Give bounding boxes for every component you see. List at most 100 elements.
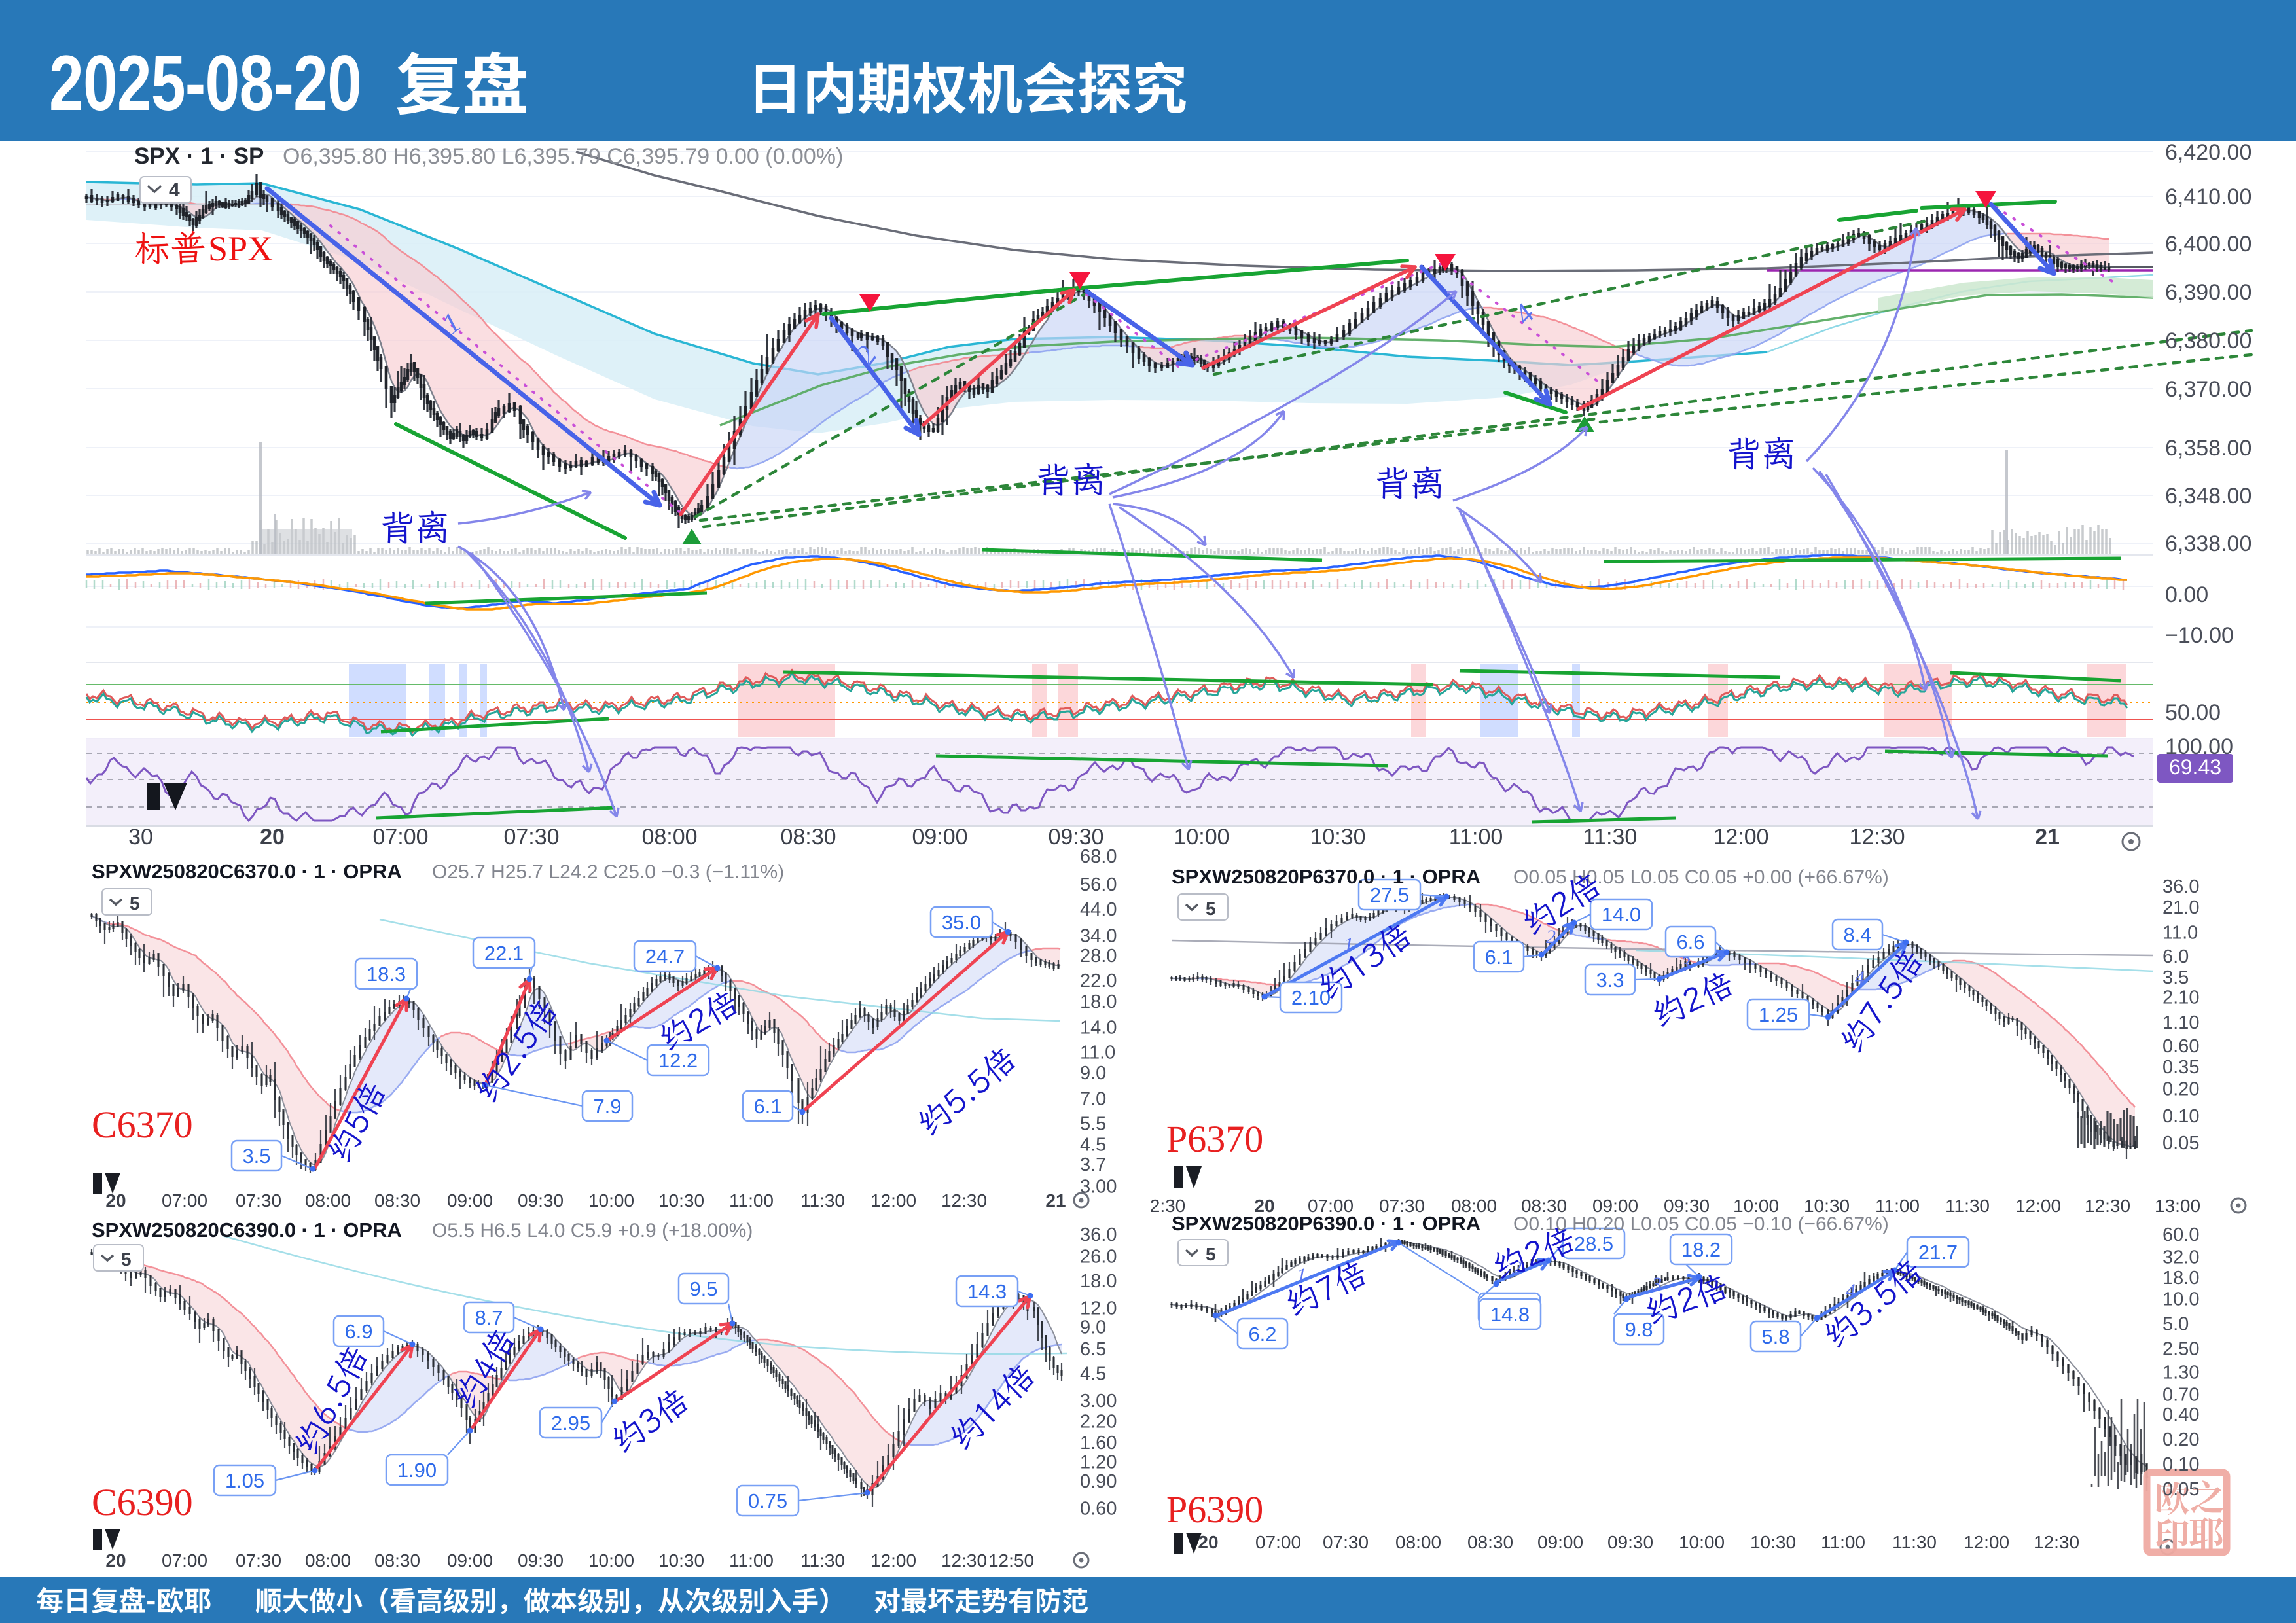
svg-text:4.5: 4.5: [1080, 1364, 1106, 1385]
svg-text:6,410.00: 6,410.00: [2165, 185, 2251, 209]
svg-text:0.75: 0.75: [748, 1489, 787, 1512]
svg-text:3.00: 3.00: [1080, 1391, 1117, 1412]
svg-text:11:00: 11:00: [729, 1550, 774, 1571]
svg-text:20: 20: [1198, 1532, 1218, 1552]
svg-text:09:30: 09:30: [1664, 1196, 1710, 1216]
svg-text:0.05: 0.05: [2162, 1479, 2199, 1500]
svg-text:20: 20: [260, 825, 285, 849]
svg-text:8.4: 8.4: [1843, 923, 1871, 946]
svg-text:2.95: 2.95: [551, 1412, 590, 1435]
svg-text:O25.7 H25.7 L24.2 C25.0 −0.3 (: O25.7 H25.7 L24.2 C25.0 −0.3 (−1.11%): [432, 861, 784, 883]
svg-text:6.0: 6.0: [2162, 946, 2189, 967]
svg-text:30: 30: [128, 825, 153, 849]
svg-text:08:30: 08:30: [374, 1550, 420, 1571]
svg-text:5: 5: [1206, 899, 1216, 919]
svg-text:20: 20: [105, 1190, 126, 1211]
svg-text:SPXW250820C6370.0 · 1 · OPRA: SPXW250820C6370.0 · 1 · OPRA: [92, 860, 402, 883]
svg-text:14.3: 14.3: [967, 1280, 1007, 1303]
svg-text:12:50: 12:50: [988, 1550, 1034, 1571]
svg-text:10:30: 10:30: [658, 1550, 704, 1571]
svg-text:12:00: 12:00: [870, 1550, 916, 1571]
svg-text:0.05: 0.05: [2162, 1133, 2199, 1154]
svg-text:9.0: 9.0: [1080, 1063, 1106, 1084]
svg-text:21: 21: [1045, 1190, 1066, 1211]
svg-text:0.60: 0.60: [1080, 1498, 1117, 1519]
svg-text:11:30: 11:30: [1583, 825, 1638, 849]
svg-text:07:00: 07:00: [1255, 1532, 1301, 1552]
svg-text:26.0: 26.0: [1080, 1246, 1117, 1267]
svg-text:0.00: 0.00: [2165, 582, 2208, 607]
svg-text:1.30: 1.30: [2162, 1362, 2199, 1383]
svg-text:0.70: 0.70: [2162, 1384, 2199, 1405]
svg-text:12:00: 12:00: [1713, 825, 1768, 849]
svg-text:7.9: 7.9: [593, 1095, 621, 1118]
svg-text:12.0: 12.0: [1080, 1298, 1117, 1319]
svg-text:10.0: 10.0: [2162, 1289, 2199, 1310]
svg-text:0.35: 0.35: [2162, 1057, 2199, 1078]
svg-text:09:30: 09:30: [518, 1550, 564, 1571]
svg-text:11:00: 11:00: [729, 1190, 774, 1211]
svg-text:21.0: 21.0: [2162, 897, 2199, 918]
svg-text:4: 4: [169, 179, 180, 201]
svg-text:10:00: 10:00: [588, 1550, 634, 1571]
svg-text:2.10: 2.10: [1291, 986, 1331, 1009]
svg-text:1.10: 1.10: [2162, 1012, 2199, 1033]
svg-text:09:00: 09:00: [447, 1550, 493, 1571]
svg-text:22.0: 22.0: [1080, 971, 1117, 991]
svg-text:11:00: 11:00: [1875, 1196, 1920, 1216]
svg-text:08:30: 08:30: [1467, 1532, 1513, 1552]
svg-text:1.05: 1.05: [225, 1469, 264, 1492]
svg-text:6.9: 6.9: [344, 1320, 372, 1343]
svg-text:08:30: 08:30: [780, 825, 836, 849]
svg-text:6.1: 6.1: [753, 1095, 781, 1118]
svg-text:0.90: 0.90: [1080, 1471, 1117, 1492]
svg-text:5.8: 5.8: [1761, 1325, 1789, 1348]
svg-text:3: 3: [1680, 953, 1691, 974]
svg-text:6,358.00: 6,358.00: [2165, 436, 2251, 461]
svg-text:10:30: 10:30: [1310, 825, 1365, 849]
svg-text:3: 3: [1651, 1274, 1662, 1295]
svg-text:10:00: 10:00: [1733, 1196, 1779, 1216]
svg-text:12:00: 12:00: [1964, 1532, 2009, 1552]
svg-text:0.10: 0.10: [2162, 1106, 2199, 1127]
svg-text:11.0: 11.0: [2162, 923, 2198, 944]
svg-text:32.0: 32.0: [2162, 1247, 2199, 1268]
svg-text:0.10: 0.10: [2162, 1454, 2199, 1475]
svg-text:36.0: 36.0: [1080, 1224, 1117, 1245]
svg-text:2.20: 2.20: [1080, 1412, 1117, 1433]
svg-text:07:30: 07:30: [503, 825, 559, 849]
svg-text:0.20: 0.20: [2162, 1079, 2199, 1100]
svg-text:3.7: 3.7: [1080, 1154, 1106, 1175]
svg-text:24.7: 24.7: [645, 945, 685, 968]
svg-text:12:00: 12:00: [870, 1190, 916, 1211]
svg-text:12:30: 12:30: [2085, 1196, 2130, 1216]
svg-text:18.0: 18.0: [1080, 1271, 1117, 1292]
svg-text:09:00: 09:00: [1592, 1196, 1638, 1216]
svg-text:2: 2: [1546, 926, 1556, 948]
svg-text:6,338.00: 6,338.00: [2165, 531, 2251, 556]
svg-text:11:00: 11:00: [1449, 825, 1503, 849]
svg-text:14.0: 14.0: [1080, 1017, 1117, 1038]
svg-text:O0.10 H0.20 L0.05 C0.05 −0.10: O0.10 H0.20 L0.05 C0.05 −0.10 (−66.67%): [1513, 1213, 1889, 1235]
svg-text:O6,395.80 H6,395.80 L6,395.79: O6,395.80 H6,395.80 L6,395.79 C6,395.79 …: [283, 144, 843, 169]
svg-text:5: 5: [121, 1249, 132, 1270]
svg-text:SPX · 1 · SP: SPX · 1 · SP: [134, 143, 264, 169]
svg-text:18.2: 18.2: [1681, 1238, 1721, 1261]
svg-text:11:00: 11:00: [1821, 1532, 1865, 1552]
svg-text:08:00: 08:00: [305, 1190, 351, 1211]
svg-text:2.50: 2.50: [2162, 1338, 2199, 1359]
svg-text:3.3: 3.3: [1596, 969, 1624, 991]
svg-text:11:30: 11:30: [800, 1190, 845, 1211]
svg-text:22.1: 22.1: [484, 942, 524, 965]
svg-text:21: 21: [2035, 825, 2060, 849]
svg-text:08:00: 08:00: [641, 825, 697, 849]
svg-text:07:00: 07:00: [162, 1190, 207, 1211]
svg-text:6.5: 6.5: [1080, 1339, 1106, 1360]
svg-text:50.00: 50.00: [2165, 700, 2221, 725]
svg-text:0.40: 0.40: [2162, 1404, 2199, 1425]
svg-text:2.10: 2.10: [2162, 987, 2199, 1008]
svg-text:8.7: 8.7: [475, 1306, 503, 1329]
svg-text:1.25: 1.25: [1759, 1003, 1798, 1026]
svg-text:11:30: 11:30: [1945, 1196, 1990, 1216]
svg-text:07:30: 07:30: [236, 1190, 281, 1211]
